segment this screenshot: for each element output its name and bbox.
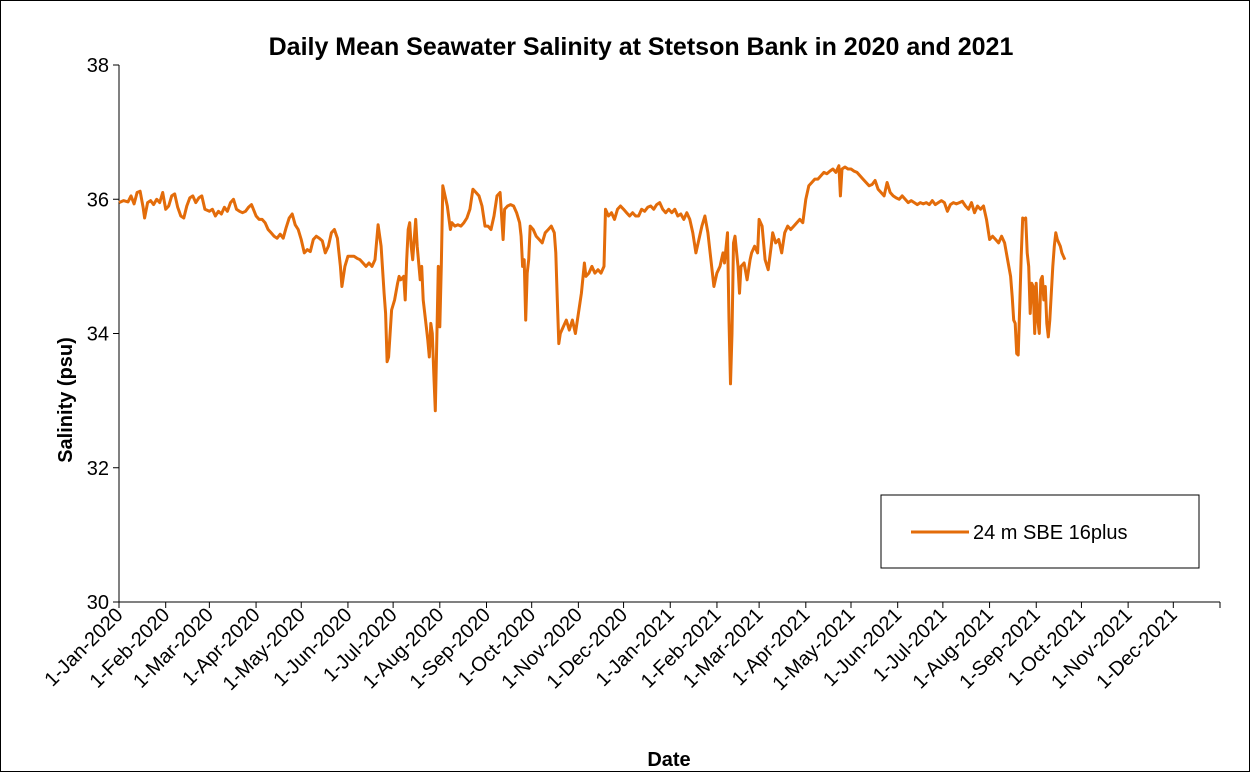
series-layer bbox=[118, 164, 1067, 413]
x-axis-label: Date bbox=[647, 749, 690, 771]
y-tick-label: 34 bbox=[87, 324, 109, 346]
x-axis-ticks: 1-Jan-20201-Feb-20201-Mar-20201-Apr-2020… bbox=[40, 602, 1221, 695]
y-axis-label: Salinity (psu) bbox=[55, 337, 77, 463]
chart-title: Daily Mean Seawater Salinity at Stetson … bbox=[269, 33, 1014, 61]
legend-label-24m-sbe: 24 m SBE 16plus bbox=[973, 522, 1128, 544]
legend: 24 m SBE 16plus bbox=[880, 494, 1200, 569]
y-tick-label: 30 bbox=[87, 592, 109, 614]
y-tick-label: 32 bbox=[87, 458, 109, 480]
y-tick-label: 38 bbox=[87, 55, 109, 77]
series-line-24m-sbe bbox=[118, 164, 1067, 413]
y-axis-ticks: 30 32 34 36 38 bbox=[87, 55, 119, 614]
y-tick-label: 36 bbox=[87, 189, 109, 211]
